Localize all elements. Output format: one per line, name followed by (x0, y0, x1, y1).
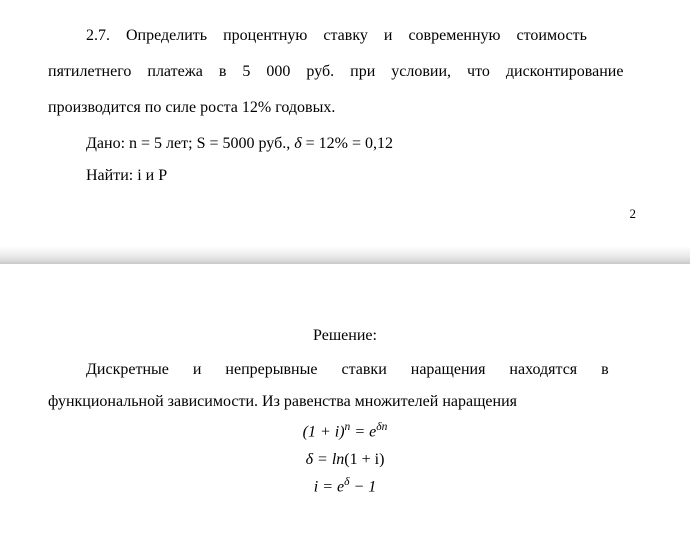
formula-2: δ = ln(1 + i) (48, 446, 642, 473)
given-label: Дано: (86, 135, 125, 152)
solution-text-2: функциональной зависимости. Из равенства… (48, 386, 642, 418)
formula-3: i = eδ − 1 (48, 473, 642, 501)
page-upper: 2.7. Определить процентную ставку и совр… (0, 0, 690, 222)
f3-rhs: − 1 (349, 478, 376, 495)
problem-number: 2.7. (86, 27, 110, 44)
f1-eq: = e (350, 423, 376, 440)
delta-symbol: δ (294, 135, 301, 152)
problem-text-1: Определить процентную ставку и современн… (126, 27, 587, 44)
f1-base: (1 + i) (303, 423, 345, 440)
page-break-gap (0, 246, 690, 290)
find-values: i и P (133, 167, 167, 184)
page-number: 2 (48, 206, 642, 222)
problem-line-1: 2.7. Определить процентную ставку и совр… (48, 20, 642, 52)
formula-1: (1 + i)n = eδn (48, 418, 642, 446)
find-label: Найти: (86, 167, 133, 184)
solution-title: Решение: (48, 320, 642, 352)
f1-exp2: δn (376, 421, 387, 433)
problem-line-3: производится по силе роста 12% годовых. (48, 92, 642, 124)
given-line: Дано: n = 5 лет; S = 5000 руб., δ = 12% … (48, 128, 642, 160)
given-values: n = 5 лет; S = 5000 руб., (125, 135, 294, 152)
f2-lhs: δ = ln (306, 451, 345, 468)
solution-text-1: Дискретные и непрерывные ставки наращени… (48, 354, 642, 386)
find-line: Найти: i и P (48, 160, 642, 192)
f2-rhs: (1 + i) (344, 451, 384, 468)
problem-line-2: пятилетнего платежа в 5 000 руб. при усл… (48, 56, 642, 88)
page-lower: Решение: Дискретные и непрерывные ставки… (0, 290, 690, 500)
f3-lhs: i = e (314, 478, 344, 495)
given-tail: = 12% = 0,12 (302, 135, 393, 152)
